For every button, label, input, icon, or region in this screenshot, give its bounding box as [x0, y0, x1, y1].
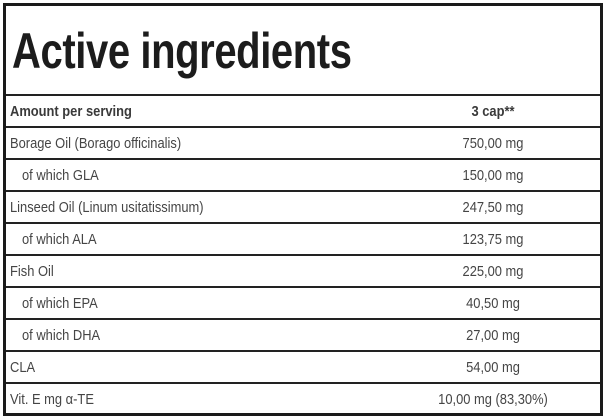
ingredient-amount: 247,50 mg	[462, 199, 524, 216]
table-row: CLA 54,00 mg	[6, 352, 600, 384]
ingredient-name: of which EPA	[22, 295, 98, 312]
ingredient-amount: 27,00 mg	[466, 327, 520, 344]
table-row: Fish Oil 225,00 mg	[6, 256, 600, 288]
table-header: Amount per serving 3 cap**	[6, 96, 600, 128]
title-band: Active ingredients	[6, 6, 600, 96]
ingredient-name: of which GLA	[22, 167, 99, 184]
table-row: of which DHA 27,00 mg	[6, 320, 600, 352]
table-row: Borage Oil (Borago officinalis) 750,00 mg	[6, 128, 600, 160]
ingredient-name: of which ALA	[22, 231, 97, 248]
ingredient-amount: 54,00 mg	[466, 359, 520, 376]
ingredient-name: CLA	[10, 359, 36, 376]
ingredient-amount: 123,75 mg	[462, 231, 524, 248]
ingredient-name: of which DHA	[22, 327, 101, 344]
ingredient-amount: 40,50 mg	[466, 295, 520, 312]
ingredient-name: Vit. E mg α-TE	[10, 391, 94, 408]
ingredient-name: Linseed Oil (Linum usitatissimum)	[10, 199, 204, 216]
table-row: Vit. E mg α-TE 10,00 mg (83,30%)	[6, 384, 600, 414]
ingredient-name: Borage Oil (Borago officinalis)	[10, 135, 182, 152]
ingredient-amount: 10,00 mg (83,30%)	[438, 391, 548, 408]
ingredients-table: Active ingredients Amount per serving 3 …	[3, 3, 603, 416]
page-title: Active ingredients	[12, 23, 352, 79]
header-amount-label: Amount per serving	[10, 103, 132, 120]
ingredient-amount: 150,00 mg	[462, 167, 524, 184]
ingredient-amount: 225,00 mg	[462, 263, 524, 280]
table-row: of which ALA 123,75 mg	[6, 224, 600, 256]
ingredient-name: Fish Oil	[10, 263, 54, 280]
table-row: of which EPA 40,50 mg	[6, 288, 600, 320]
table-row: Linseed Oil (Linum usitatissimum) 247,50 …	[6, 192, 600, 224]
header-serving-label: 3 cap**	[471, 103, 515, 120]
table-row: of which GLA 150,00 mg	[6, 160, 600, 192]
ingredient-amount: 750,00 mg	[462, 135, 524, 152]
